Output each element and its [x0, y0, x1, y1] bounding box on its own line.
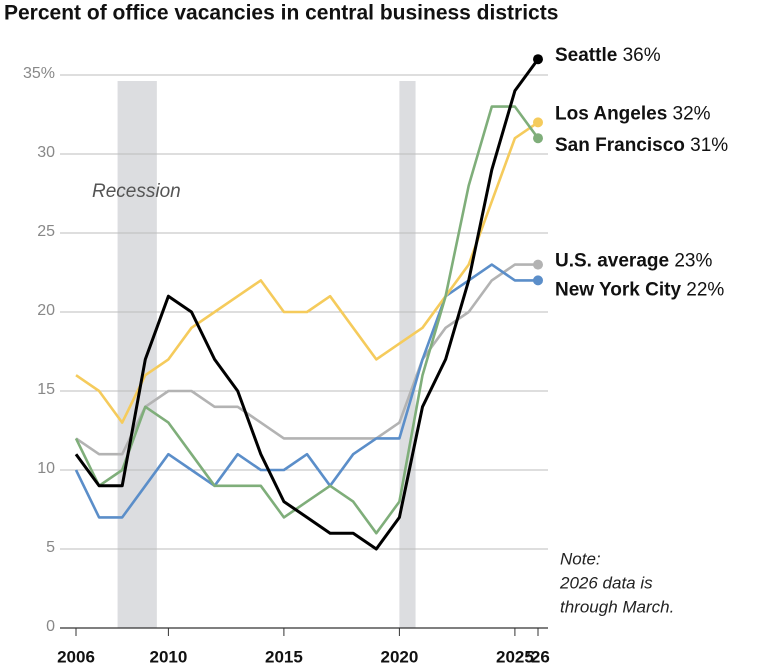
end-dot: [533, 259, 543, 270]
y-tick-label: 35%: [23, 65, 55, 82]
end-value: 22%: [686, 279, 724, 300]
recession-band: [399, 81, 416, 628]
end-value: 23%: [674, 251, 712, 272]
end-label: San Francisco 31%: [555, 135, 728, 156]
y-tick-label: 25: [37, 223, 55, 240]
series-name: Los Angeles: [555, 103, 667, 124]
y-tick-label: 15: [37, 381, 55, 398]
x-tick-label: ’26: [526, 647, 550, 666]
series-line: [75, 121, 539, 424]
x-tick-label: 2020: [380, 647, 418, 666]
series-line: [75, 263, 538, 456]
note: through March.: [560, 597, 674, 616]
y-tick-label: 0: [46, 618, 55, 635]
recession-band: [117, 81, 157, 628]
end-dot: [533, 275, 543, 286]
series-line: [74, 105, 540, 535]
end-dot: [533, 133, 543, 144]
series-line: [74, 263, 538, 519]
end-label: Seattle 36%: [555, 45, 661, 66]
x-tick-label: 2015: [265, 647, 303, 666]
end-label: Los Angeles 32%: [555, 103, 711, 124]
chart-title: Percent of office vacancies in central b…: [4, 2, 558, 25]
end-value: 32%: [673, 103, 711, 124]
recession-label: Recession: [92, 181, 181, 202]
series-name: U.S. average: [555, 251, 669, 272]
series-name: Seattle: [555, 45, 617, 66]
series-name: San Francisco: [555, 135, 685, 156]
end-dot: [533, 54, 543, 65]
end-label: U.S. average 23%: [555, 251, 712, 272]
end-value: 36%: [623, 45, 661, 66]
y-tick-label: 30: [37, 144, 55, 161]
y-tick-label: 5: [46, 539, 55, 556]
note: Note:: [560, 549, 601, 568]
end-dot: [533, 117, 543, 128]
series-name: New York City: [555, 279, 681, 300]
y-tick-label: 20: [37, 302, 55, 319]
note: 2026 data is: [559, 573, 653, 592]
x-tick-label: 2006: [57, 647, 95, 666]
end-label: New York City 22%: [555, 279, 724, 300]
y-tick-label: 10: [37, 460, 55, 477]
x-tick-label: 2010: [149, 647, 187, 666]
x-tick-label: 2025: [496, 647, 534, 666]
end-value: 31%: [690, 135, 728, 156]
series-line: [74, 58, 540, 551]
